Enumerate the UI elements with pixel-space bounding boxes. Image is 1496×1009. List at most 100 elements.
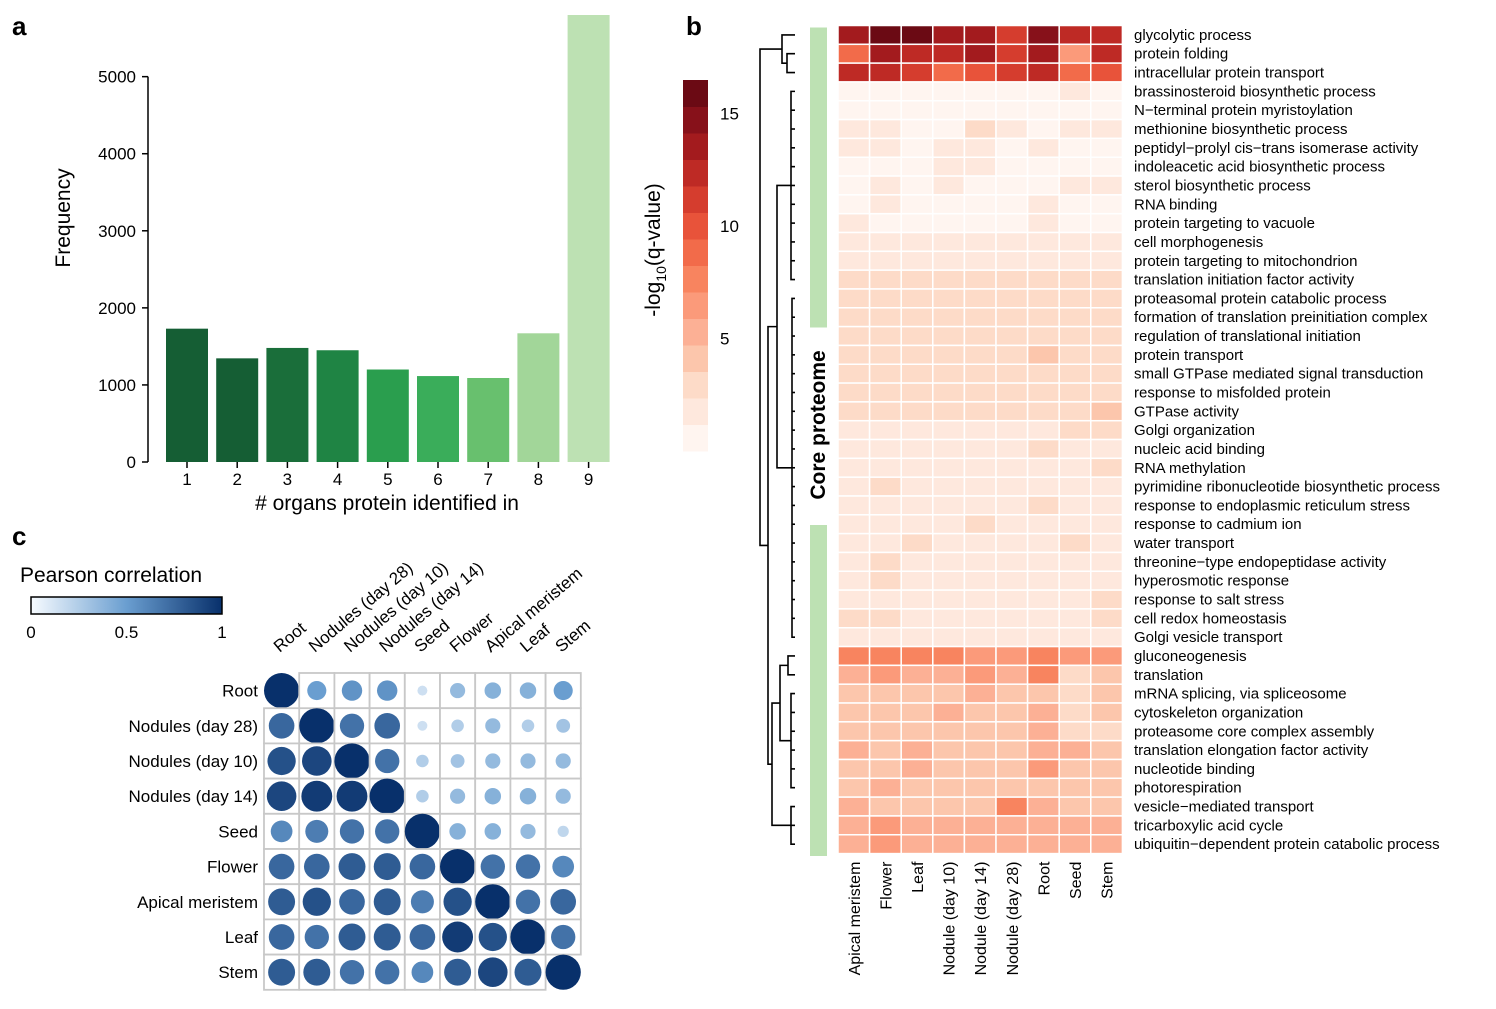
c-corr-circle (339, 713, 365, 738)
heatmap-cell (995, 100, 1029, 121)
heatmap-cell (868, 721, 902, 742)
c-corr-circle (550, 888, 577, 915)
heatmap-cell (1026, 325, 1060, 347)
heatmap-cell (995, 796, 1029, 817)
heatmap-cell (1026, 269, 1060, 290)
heatmap-cell (837, 438, 871, 460)
b-colorbar-segment (683, 398, 708, 425)
heatmap-cell (932, 382, 966, 403)
heatmap-cell (837, 514, 871, 535)
bar-1 (166, 328, 208, 462)
b-row-label: regulation of translational initiation (1134, 328, 1361, 345)
b-colorbar-segment (683, 345, 708, 372)
heatmap-cell (900, 626, 934, 648)
b-colorbar-segment (683, 106, 708, 134)
c-title: Pearson correlation (20, 564, 202, 587)
heatmap-cell (963, 100, 997, 121)
b-row-label: protein targeting to mitochondrion (1134, 253, 1357, 270)
heatmap-cell (868, 269, 902, 290)
heatmap-cell (1026, 608, 1060, 629)
heatmap-cell (837, 758, 871, 780)
heatmap-cell (1058, 419, 1092, 441)
b-col-label: Nodule (day 28) (1005, 862, 1022, 976)
b-row-label: sterol biosynthetic process (1134, 177, 1311, 194)
c-corr-circle (373, 853, 401, 881)
b-row-label: nucleotide binding (1134, 761, 1255, 778)
heatmap-cell (932, 739, 966, 761)
b-col-label: Leaf (910, 861, 927, 893)
heatmap-cell (1090, 269, 1124, 290)
heatmap-cell (837, 532, 871, 554)
heatmap-cell (837, 250, 871, 271)
heatmap-cell (1026, 43, 1060, 64)
c-corr-circle (510, 919, 546, 955)
heatmap-cell (995, 250, 1029, 271)
c-corr-circle (339, 819, 365, 844)
b-row-label: translation (1134, 667, 1203, 684)
panel-letter-b: b (686, 11, 702, 41)
b-row-label: cell redox homeostasis (1134, 610, 1287, 627)
heatmap-cell (1090, 532, 1124, 554)
c-corr-circle (552, 855, 575, 878)
heatmap-cell (837, 288, 871, 309)
heatmap-cell (963, 250, 997, 271)
c-row-label: Nodules (day 14) (129, 787, 258, 806)
heatmap-cell (900, 118, 934, 140)
heatmap-cell (837, 796, 871, 817)
c-corr-circle (375, 819, 400, 844)
c-corr-circle (303, 853, 330, 880)
a-ytick-label: 4000 (98, 145, 136, 164)
heatmap-cell (963, 721, 997, 742)
heatmap-cell (868, 626, 902, 648)
b-colorbar-label: -log10(q-value) (642, 183, 669, 316)
c-row-label: Flower (207, 858, 258, 877)
heatmap-cell (900, 175, 934, 196)
heatmap-cell (1026, 344, 1060, 366)
b-col-label: Flower (878, 861, 895, 910)
heatmap-cell (932, 269, 966, 290)
heatmap-cell (963, 457, 997, 478)
heatmap-cell (995, 438, 1029, 460)
heatmap-cell (995, 626, 1029, 648)
heatmap-cell (837, 81, 871, 102)
heatmap-cell (1058, 288, 1092, 309)
heatmap-cell (837, 24, 871, 46)
c-corr-circle (521, 719, 535, 733)
heatmap-cell (900, 834, 934, 855)
heatmap-cell (1058, 796, 1092, 817)
b-group-bars (810, 27, 827, 856)
a-xtick-label: 3 (283, 470, 292, 489)
heatmap-cell (868, 815, 902, 836)
b-row-label: protein targeting to vacuole (1134, 215, 1315, 232)
b-row-label: hyperosmotic response (1134, 573, 1289, 590)
b-row-label: photorespiration (1134, 780, 1242, 797)
heatmap-cell (1058, 721, 1092, 742)
b-row-label: RNA methylation (1134, 460, 1246, 477)
heatmap-cell (837, 476, 871, 497)
heatmap-cell (868, 570, 902, 591)
heatmap-cell (963, 796, 997, 817)
heatmap-cell (995, 476, 1029, 497)
heatmap-cell (837, 118, 871, 140)
heatmap-cell (1026, 834, 1060, 855)
heatmap-cell (868, 62, 902, 83)
b-col-label: Stem (1100, 862, 1117, 899)
bar-4 (316, 350, 359, 462)
heatmap-cell (995, 175, 1029, 196)
b-row-label: ubiquitin−dependent protein catabolic pr… (1134, 836, 1440, 853)
heatmap-cell (1026, 645, 1060, 667)
b-colorbar-label-sub: 10 (653, 266, 669, 282)
c-corr-circle (268, 924, 295, 950)
panel-letter-a: a (12, 11, 27, 41)
heatmap-cell (932, 815, 966, 836)
heatmap-cell (837, 156, 871, 177)
c-corr-circle (556, 718, 571, 733)
b-colorbar-tick: 5 (720, 330, 729, 349)
heatmap-cell (1090, 81, 1124, 102)
heatmap-cell (1090, 175, 1124, 196)
heatmap-cell (1058, 457, 1092, 478)
heatmap-cell (900, 495, 934, 516)
b-row-label: GTPase activity (1134, 403, 1240, 420)
c-colorbar-tick: 0.5 (115, 623, 139, 642)
b-row-label: formation of translation preinitiation c… (1134, 309, 1428, 326)
